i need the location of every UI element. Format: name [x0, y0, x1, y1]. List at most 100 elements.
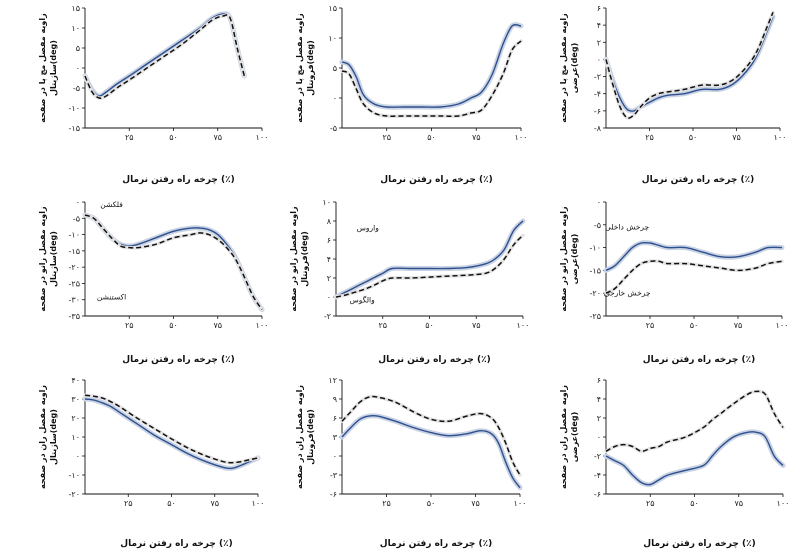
y-tick-label: -۱۰	[69, 104, 80, 113]
chart-svg: -۲۰ -۱۰ ۰ ۱۰ ۲۰ ۳۰ ۴۰ ۲۵ ۵۰ ۷۵ ۱۰۰ چرخه راه رفتن نر…	[38, 376, 265, 549]
series-line-dashed	[605, 390, 784, 453]
y-tick-label: -۲۰	[69, 490, 80, 499]
y-tick-label: ۲۰	[71, 414, 80, 423]
y-tick-label: ۱۵	[71, 4, 80, 13]
y-tick-label: ۵	[76, 44, 80, 53]
y-tick-label: -۲۵	[69, 279, 80, 288]
x-tick-label: ۱۰۰	[256, 321, 269, 330]
y-tick-label: ۰	[76, 64, 80, 73]
x-tick-label: ۱۰۰	[774, 133, 787, 142]
y-tick-label: ۴	[597, 21, 601, 30]
annotation-label: فلکشن	[100, 200, 123, 209]
chart-hip-sagittal: -۲۰ -۱۰ ۰ ۱۰ ۲۰ ۳۰ ۴۰ ۲۵ ۵۰ ۷۵ ۱۰۰ چرخه راه رفتن نر…	[0, 370, 267, 554]
x-tick-label: ۱۰۰	[514, 499, 527, 508]
x-tick-label: ۱۰۰	[517, 321, 530, 330]
y-axis-label-line: زاویه مفصل زانو در صفحه	[559, 206, 568, 312]
series-line-dashed	[341, 40, 522, 117]
y-tick-label: -۳	[330, 471, 338, 480]
y-axis-label-line: زاویه مفصل ران در صفحه	[38, 385, 47, 489]
y-tick-label: ۰	[333, 452, 337, 461]
x-tick-label: ۱۰۰	[252, 499, 265, 508]
y-tick-label: -۳۰	[69, 296, 80, 305]
x-tick-label: ۷۵	[734, 321, 743, 330]
x-tick-label: ۲۵	[646, 321, 655, 330]
annotation-label: والگوس	[350, 296, 376, 305]
y-tick-label: -۲	[594, 73, 601, 82]
y-tick-label: ۱۵	[328, 4, 337, 13]
series-line-solid	[341, 414, 521, 489]
series-line-solid	[341, 23, 522, 108]
y-axis-label: زاویه مفصل ران در صفحه ساژیتال(deg)	[38, 385, 58, 489]
x-tick-label: ۷۵	[732, 133, 741, 142]
y-axis-label-line: ساژیتال(deg)	[49, 40, 58, 96]
y-tick-label: -۲	[324, 312, 331, 321]
x-axis-label: چرخه راه رفتن نرمال (٪)	[642, 175, 754, 185]
x-tick-label: ۱۰۰	[515, 133, 528, 142]
y-axis-label-line: عرضی(deg)	[570, 43, 579, 93]
y-tick-label: ۹	[333, 395, 337, 404]
series-line-dashed	[84, 394, 259, 464]
chart-ankle-transverse: -۸ -۶ -۴ -۲ ۰ ۲ ۴ ۶ ۲۵ ۵۰ ۷۵ ۱۰۰ چرخه راه رفتن نرمال…	[534, 0, 801, 190]
x-tick-label: ۷۵	[213, 133, 222, 142]
x-tick-label: ۷۵	[471, 499, 480, 508]
y-tick-label: ۶	[597, 4, 601, 13]
series-line-solid	[605, 241, 783, 272]
chart-svg: -۸ -۶ -۴ -۲ ۰ ۲ ۴ ۶ ۲۵ ۵۰ ۷۵ ۱۰۰ چرخه راه رفتن نرمال…	[559, 4, 787, 185]
series-band	[604, 389, 785, 454]
x-tick-label: ۲۵	[646, 499, 655, 508]
y-tick-label: -۶	[330, 490, 337, 499]
chart-svg: -۲ ۰ ۲ ۴ ۶ ۸ ۱۰ ۲۵ ۵۰ ۷۵ ۱۰۰ واروس والگوس چرخه راه رف…	[289, 198, 530, 365]
y-axis-label-line: زاویه مفصل مچ پا در صفحه	[38, 13, 47, 123]
y-tick-label: -۶	[594, 490, 601, 499]
x-axis-label: چرخه راه رفتن نرمال (٪)	[380, 539, 492, 549]
chart-knee-transverse: -۲۵ -۲۰ -۱۵ -۱۰ -۵ ۰ ۲۵ ۵۰ ۷۵ ۱۰۰ چرخش داخلی چرخش خ…	[534, 190, 801, 370]
y-axis-label: زاویه مفصل ران در صفحه فرونتال(deg)	[295, 385, 315, 489]
y-tick-label: ۱۰	[71, 24, 80, 33]
y-tick-label: ۴۰	[71, 376, 80, 385]
x-tick-label: ۷۵	[734, 499, 743, 508]
y-axis-label-line: زاویه مفصل زانو در صفحه	[38, 206, 47, 312]
y-tick-label: ۴	[597, 395, 601, 404]
series-line-solid	[605, 16, 774, 112]
x-axis-label: چرخه راه رفتن نرمال (٪)	[120, 539, 232, 549]
x-tick-label: ۱۰۰	[776, 321, 789, 330]
y-tick-label: ۱۲	[328, 376, 337, 385]
y-tick-label: ۲	[597, 414, 601, 423]
y-tick-label: -۱۵	[590, 266, 601, 275]
y-axis-label-line: زاویه مفصل ران در صفحه	[559, 385, 568, 489]
series-band	[82, 396, 261, 471]
y-tick-label: -۵	[330, 124, 337, 133]
x-tick-label: ۵۰	[169, 321, 178, 330]
x-tick-label: ۵۰	[427, 499, 436, 508]
y-tick-label: -۲۵	[590, 312, 601, 321]
chart-svg: -۳۵ -۳۰ -۲۵ -۲۰ -۱۵ -۱۰ -۵ ۰ ۲۵ ۵۰ ۷۵ ۱۰۰ فلکشن اکستن…	[38, 198, 269, 365]
y-axis-label-line: زاویه مفصل مچ پا در صفحه	[295, 13, 304, 123]
y-tick-label: ۰	[76, 198, 80, 207]
y-tick-label: -۱۰	[590, 244, 601, 253]
x-axis-label: چرخه راه رفتن نرمال (٪)	[378, 355, 490, 365]
y-axis-label-line: عرضی(deg)	[570, 234, 579, 284]
chart-knee-frontal: -۲ ۰ ۲ ۴ ۶ ۸ ۱۰ ۲۵ ۵۰ ۷۵ ۱۰۰ واروس والگوس چرخه راه رف…	[267, 190, 534, 370]
x-axis-label: چرخه راه رفتن نرمال (٪)	[122, 175, 234, 185]
x-tick-label: ۵۰	[690, 499, 699, 508]
chart-svg: -۵ ۰ ۵ ۱۰ ۱۵ ۲۵ ۵۰ ۷۵ ۱۰۰ چرخه راه رفتن نرمال (٪)…	[295, 4, 528, 185]
y-tick-label: ۲	[597, 38, 601, 47]
series-line-dashed	[84, 14, 246, 99]
x-tick-label: ۷۵	[472, 133, 481, 142]
y-tick-label: -۴	[594, 90, 601, 99]
chart-ankle-sagittal: -۱۵ -۱۰ -۵ ۰ ۵ ۱۰ ۱۵ ۲۵ ۵۰ ۷۵ ۱۰۰ چرخه راه رفتن نرم…	[0, 0, 268, 190]
y-axis-label: زاویه مفصل زانو در صفحه عرضی(deg)	[559, 206, 579, 312]
series-line-dashed	[335, 234, 524, 298]
y-tick-label: -۱۰	[69, 231, 80, 240]
series-line-dashed	[84, 214, 263, 310]
y-axis-label-line: فرونتال(deg)	[306, 409, 315, 465]
y-axis-label-line: ساژیتال(deg)	[49, 231, 58, 287]
chart-ankle-frontal: -۵ ۰ ۵ ۱۰ ۱۵ ۲۵ ۵۰ ۷۵ ۱۰۰ چرخه راه رفتن نرمال (٪)…	[267, 0, 534, 190]
annotation-label: چرخش داخلی	[605, 222, 650, 231]
annotation-label: واروس	[357, 224, 379, 233]
x-tick-label: ۵۰	[690, 321, 699, 330]
y-tick-label: ۰	[333, 94, 337, 103]
chart-svg: -۶ -۳ ۰ ۳ ۶ ۹ ۱۲ ۲۵ ۵۰ ۷۵ ۱۰۰ چرخه راه رفتن نرمال (…	[295, 376, 527, 549]
y-tick-label: -۶	[594, 107, 601, 116]
